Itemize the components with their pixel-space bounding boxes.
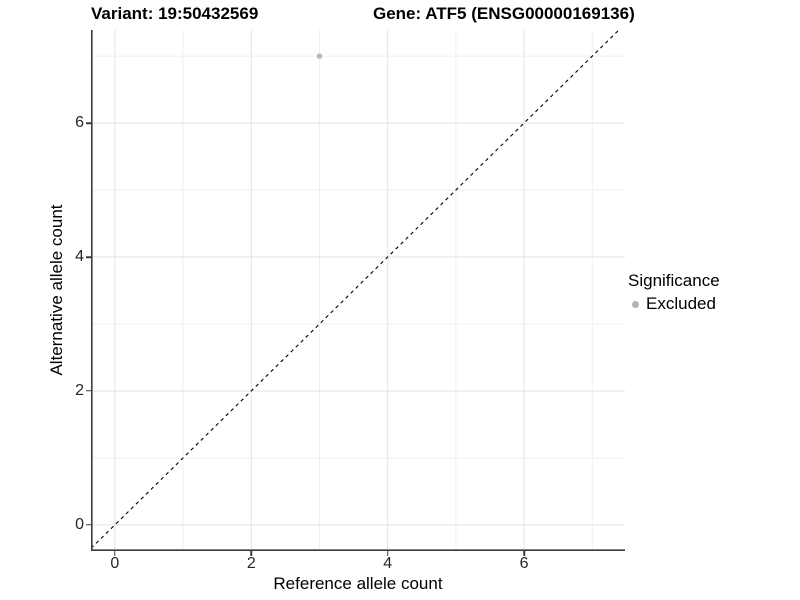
legend-point-icon	[632, 300, 639, 308]
y-tick-mark	[86, 256, 91, 258]
legend-item-excluded: Excluded	[628, 294, 720, 314]
x-tick-label: 0	[110, 555, 120, 572]
legend-title: Significance	[628, 271, 720, 290]
y-tick-label: 6	[75, 114, 84, 132]
y-tick-mark	[86, 390, 91, 392]
y-tick-label: 4	[75, 248, 84, 266]
legend: Significance Excluded	[628, 271, 720, 314]
y-tick-label: 2	[75, 381, 84, 399]
y-axis-label: Alternative allele count	[47, 204, 66, 376]
plot-title-gene: Gene: ATF5 (ENSG00000169136)	[373, 4, 635, 23]
x-tick-label: 2	[246, 555, 256, 572]
y-tick-mark	[86, 122, 91, 124]
plot-panel-svg	[91, 30, 625, 551]
y-tick-label: 0	[75, 515, 84, 533]
identity-line	[91, 30, 620, 549]
data-point	[316, 53, 323, 59]
x-tick-label: 6	[519, 555, 529, 572]
legend-key	[628, 296, 643, 313]
legend-item-label: Excluded	[646, 294, 716, 313]
x-axis-label: Reference allele count	[273, 574, 443, 593]
y-tick-mark	[86, 524, 91, 526]
x-tick-label: 4	[383, 555, 393, 572]
plot-panel	[91, 30, 625, 551]
plot-title-variant: Variant: 19:50432569	[91, 4, 259, 23]
x-tick-mark	[386, 551, 389, 556]
x-tick-mark	[114, 551, 116, 556]
x-tick-mark	[250, 551, 253, 556]
x-tick-mark	[523, 551, 525, 556]
